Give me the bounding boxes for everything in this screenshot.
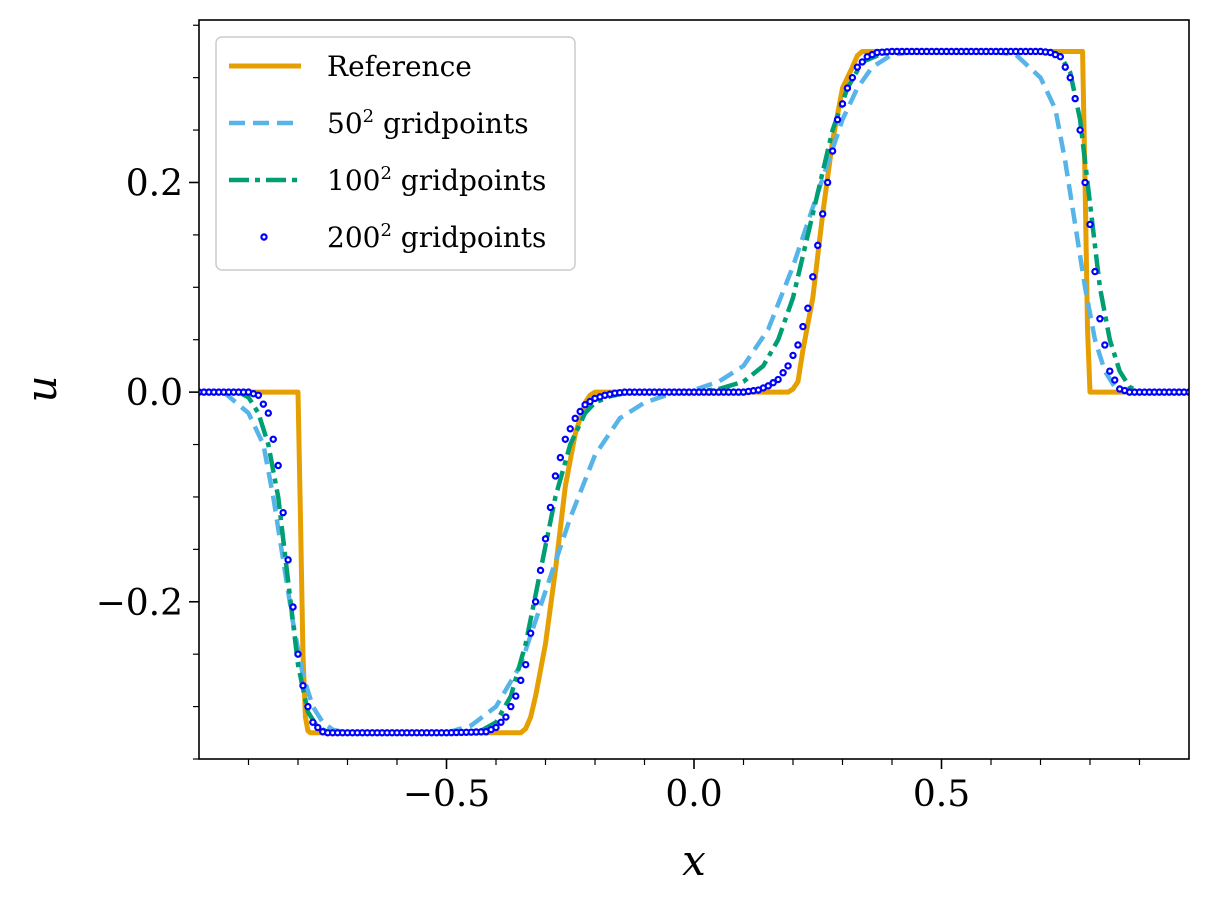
data-point	[274, 461, 282, 470]
series-layer	[199, 47, 1189, 737]
data-point	[264, 409, 272, 417]
data-point	[507, 702, 515, 711]
legend-label-base: Reference	[327, 50, 472, 83]
data-point	[1091, 267, 1099, 276]
axis-ticks: −0.5 0.0 0.5 −0.2 0.0 0.2	[96, 24, 1141, 815]
data-point	[492, 723, 500, 732]
legend-entry: 1002 gridpoints	[229, 163, 546, 197]
data-point	[526, 629, 535, 637]
data-point	[853, 63, 862, 71]
data-point	[502, 713, 510, 721]
data-point	[789, 351, 797, 360]
data-point	[804, 304, 812, 312]
data-point	[561, 435, 570, 443]
data-point	[828, 147, 837, 155]
data-point	[294, 650, 302, 658]
data-point	[259, 400, 268, 408]
data-point	[497, 718, 505, 727]
data-point	[576, 407, 584, 416]
data-point	[1106, 367, 1114, 375]
data-point	[289, 603, 297, 611]
data-point	[1061, 63, 1069, 71]
data-point	[809, 273, 817, 281]
data-point	[769, 378, 777, 387]
data-point	[1101, 341, 1109, 349]
data-point	[799, 322, 807, 331]
data-point	[536, 566, 545, 575]
data-point	[819, 210, 827, 218]
data-point	[566, 425, 574, 433]
legend-label-suffix: gridpoints	[392, 221, 546, 254]
data-point	[269, 435, 277, 443]
data-point	[541, 535, 550, 543]
data-point	[779, 369, 787, 377]
data-point	[279, 508, 287, 517]
data-point	[814, 241, 822, 250]
data-point	[833, 115, 842, 124]
data-point	[823, 178, 832, 187]
legend-label: 2002 gridpoints	[327, 220, 546, 254]
x-tick-label: 0.5	[913, 774, 970, 815]
data-point	[1111, 376, 1119, 384]
data-point	[254, 391, 263, 399]
x-axis-label: x	[682, 836, 706, 885]
y-tick-label: −0.2	[96, 583, 183, 624]
data-point	[774, 375, 782, 384]
legend-marker	[260, 233, 268, 241]
series-200-markers	[199, 47, 1189, 737]
data-point	[309, 718, 317, 727]
legend-entry: Reference	[229, 50, 472, 83]
data-point	[764, 382, 772, 390]
legend-frame	[215, 36, 576, 271]
data-point	[794, 341, 802, 349]
legend-label-suffix: gridpoints	[392, 164, 546, 197]
data-point	[848, 73, 857, 82]
legend-label-sup: 2	[363, 106, 374, 127]
data-point	[517, 676, 525, 685]
series-line-1	[199, 48, 1189, 736]
data-point	[556, 453, 565, 462]
data-point	[1081, 178, 1089, 187]
legend-label-sup: 2	[380, 220, 391, 241]
y-tick-label: 0.2	[126, 163, 183, 204]
data-point	[858, 58, 867, 66]
data-point	[581, 401, 589, 409]
data-point	[1071, 94, 1079, 103]
y-tick-label: 0.0	[126, 373, 183, 414]
data-point	[546, 503, 555, 512]
legend-entry: 2002 gridpoints	[260, 220, 546, 254]
legend-label: 502 gridpoints	[327, 106, 529, 140]
legend-label-base: 50	[327, 107, 363, 140]
data-point	[1066, 73, 1074, 82]
data-point	[1076, 126, 1084, 134]
data-point	[522, 660, 530, 669]
y-axis-label: u	[17, 375, 66, 402]
legend-label-base: 200	[327, 221, 380, 254]
data-point	[304, 702, 312, 711]
x-tick-label: −0.5	[403, 774, 490, 815]
legend-entry: 502 gridpoints	[229, 106, 529, 140]
data-point	[1056, 52, 1065, 61]
data-point	[784, 362, 792, 370]
data-point	[299, 681, 307, 690]
x-tick-label: 0.0	[665, 774, 722, 815]
data-point	[838, 100, 847, 108]
legend-label-sup: 2	[380, 163, 391, 184]
data-point	[571, 414, 579, 423]
legend-label: 1002 gridpoints	[327, 163, 546, 197]
data-point	[843, 84, 852, 92]
data-point	[531, 598, 540, 606]
legend-label-base: 100	[327, 164, 380, 197]
legend-label: Reference	[327, 50, 472, 83]
data-point	[1096, 315, 1104, 323]
data-point	[1086, 220, 1094, 229]
data-point	[314, 723, 322, 732]
data-point	[512, 692, 520, 700]
data-point	[551, 472, 560, 480]
data-point	[586, 397, 594, 406]
data-point	[284, 556, 292, 564]
legend-label-suffix: gridpoints	[374, 107, 528, 140]
